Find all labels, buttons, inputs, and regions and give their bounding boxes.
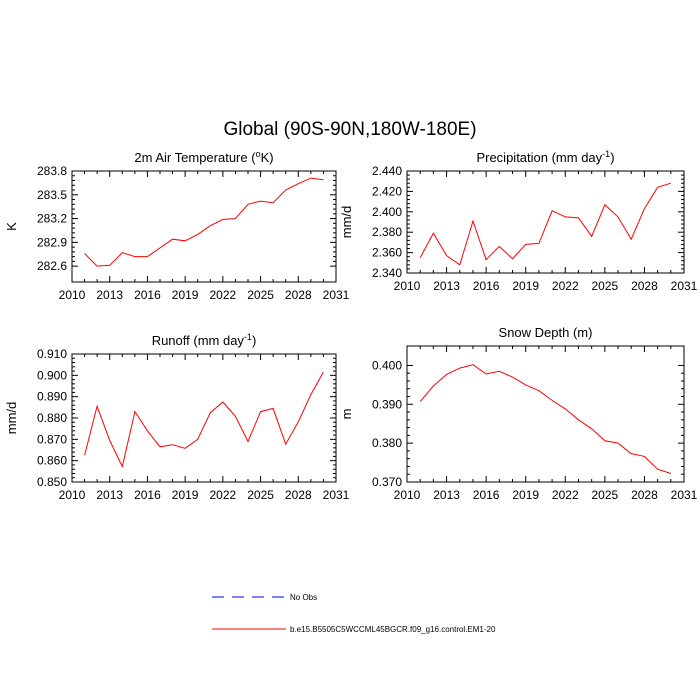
panel-title-superscript: o — [256, 149, 261, 159]
panel-title-pr: Precipitation (mm day-1) — [476, 149, 614, 165]
x-tick-label: 2016 — [473, 488, 500, 502]
x-tick-label: 2025 — [592, 488, 619, 502]
x-tick-label: 2010 — [59, 488, 86, 502]
legend-obs-label: No Obs — [290, 593, 317, 602]
legend-model-label: b.e15.B5505C5WCCML45BGCR.f09_g16.control… — [290, 625, 496, 634]
y-tick-label: 282.6 — [37, 259, 67, 273]
x-tick-label: 2016 — [134, 288, 161, 302]
y-tick-label: 2.400 — [372, 205, 402, 219]
x-tick-label: 2013 — [96, 488, 123, 502]
x-tick-label: 2019 — [172, 288, 199, 302]
y-tick-label: 283.5 — [37, 188, 67, 202]
x-tick-label: 2013 — [433, 279, 460, 293]
panel-title-text: 2m Air Temperature ( — [134, 150, 256, 165]
x-tick-label: 2019 — [512, 279, 539, 293]
x-tick-label: 2019 — [512, 488, 539, 502]
x-tick-label: 2031 — [671, 279, 698, 293]
y-axis-label: m — [339, 409, 354, 420]
y-tick-label: 0.870 — [37, 432, 67, 446]
y-tick-label: 0.900 — [37, 368, 67, 382]
y-axis-label: K — [4, 222, 19, 231]
y-tick-label: 282.9 — [37, 235, 67, 249]
y-tick-label: 0.850 — [37, 475, 67, 489]
x-tick-label: 2028 — [631, 488, 658, 502]
x-tick-label: 2022 — [210, 288, 237, 302]
panel-title-snowdepth: Snow Depth (m) — [499, 325, 593, 340]
plot-frame — [71, 170, 337, 283]
x-tick-label: 2028 — [285, 488, 312, 502]
x-tick-label: 2010 — [59, 288, 86, 302]
panel-title-suffix: ) — [610, 150, 614, 165]
figure-title: Global (90S-90N,180W-180E) — [223, 119, 476, 140]
x-tick-label: 2019 — [172, 488, 199, 502]
chart-panels: 2m Air Temperature (oK)2010 2013 2016 2019 2… — [4, 149, 698, 502]
legend: No Obs b.e15.B5505C5WCCML45BGCR.f09_g16.… — [212, 593, 496, 634]
panel-title-text: Precipitation (mm day — [476, 150, 602, 165]
x-tick-label: 2031 — [671, 488, 698, 502]
panel-title-tas: 2m Air Temperature (oK) — [134, 149, 273, 165]
y-tick-label: 0.910 — [37, 347, 67, 361]
series-line-snowdepth — [419, 364, 671, 474]
y-tick-label: 0.400 — [372, 358, 402, 372]
x-tick-label: 2016 — [473, 279, 500, 293]
y-tick-label: 283.8 — [37, 164, 67, 178]
plot-frame — [71, 353, 337, 483]
y-axis-label: mm/d — [339, 206, 354, 239]
x-tick-label: 2031 — [323, 288, 350, 302]
y-tick-label: 2.360 — [372, 246, 402, 260]
x-tick-label: 2025 — [247, 288, 274, 302]
y-tick-label: 0.370 — [372, 475, 402, 489]
x-tick-label: 2010 — [394, 279, 421, 293]
y-tick-label: 2.380 — [372, 225, 402, 239]
x-tick-label: 2031 — [323, 488, 350, 502]
chart-panel-runoff: Runoff (mm day-1) 2010 2013 2016 2019 2022 202… — [4, 332, 350, 502]
y-tick-label: 2.340 — [372, 266, 402, 280]
x-tick-label: 2025 — [592, 279, 619, 293]
panel-title-superscript: -1 — [244, 332, 252, 342]
x-tick-label: 2010 — [394, 488, 421, 502]
panel-title-runoff: Runoff (mm day-1) — [152, 332, 257, 348]
x-tick-label: 2025 — [247, 488, 274, 502]
series-line-runoff — [84, 371, 324, 469]
panel-title-text: Snow Depth (m) — [499, 325, 593, 340]
chart-panel-pr: Precipitation (mm day-1) 2010 2013 2016 2019… — [339, 149, 698, 293]
panel-title-suffix: ) — [252, 333, 256, 348]
plot-frame — [406, 170, 685, 274]
x-tick-label: 2022 — [552, 488, 579, 502]
x-tick-label: 2022 — [552, 279, 579, 293]
y-tick-label: 0.890 — [37, 390, 67, 404]
y-tick-label: 0.380 — [372, 436, 402, 450]
x-tick-label: 2013 — [433, 488, 460, 502]
y-tick-label: 2.440 — [372, 164, 402, 178]
series-line-pr — [419, 182, 671, 266]
y-tick-label: 0.880 — [37, 411, 67, 425]
y-tick-label: 0.390 — [372, 397, 402, 411]
x-tick-label: 2028 — [285, 288, 312, 302]
y-tick-label: 0.860 — [37, 454, 67, 468]
plot-frame — [406, 345, 685, 483]
panel-title-suffix: K) — [261, 150, 274, 165]
chart-panel-snowdepth: Snow Depth (m) 2010 2013 2016 2019 2022 2025 20… — [339, 325, 698, 502]
x-tick-label: 2013 — [96, 288, 123, 302]
y-axis-label: mm/d — [4, 402, 19, 435]
panel-title-text: Runoff (mm day — [152, 333, 245, 348]
x-tick-label: 2022 — [210, 488, 237, 502]
x-tick-label: 2016 — [134, 488, 161, 502]
series-line-tas — [84, 177, 324, 267]
y-tick-label: 2.420 — [372, 184, 402, 198]
y-tick-label: 283.2 — [37, 212, 67, 226]
chart-panel-tas: 2m Air Temperature (oK) 2010 2013 2016 2019 2… — [4, 149, 350, 302]
panel-title-superscript: -1 — [602, 149, 610, 159]
x-tick-label: 2028 — [631, 279, 658, 293]
